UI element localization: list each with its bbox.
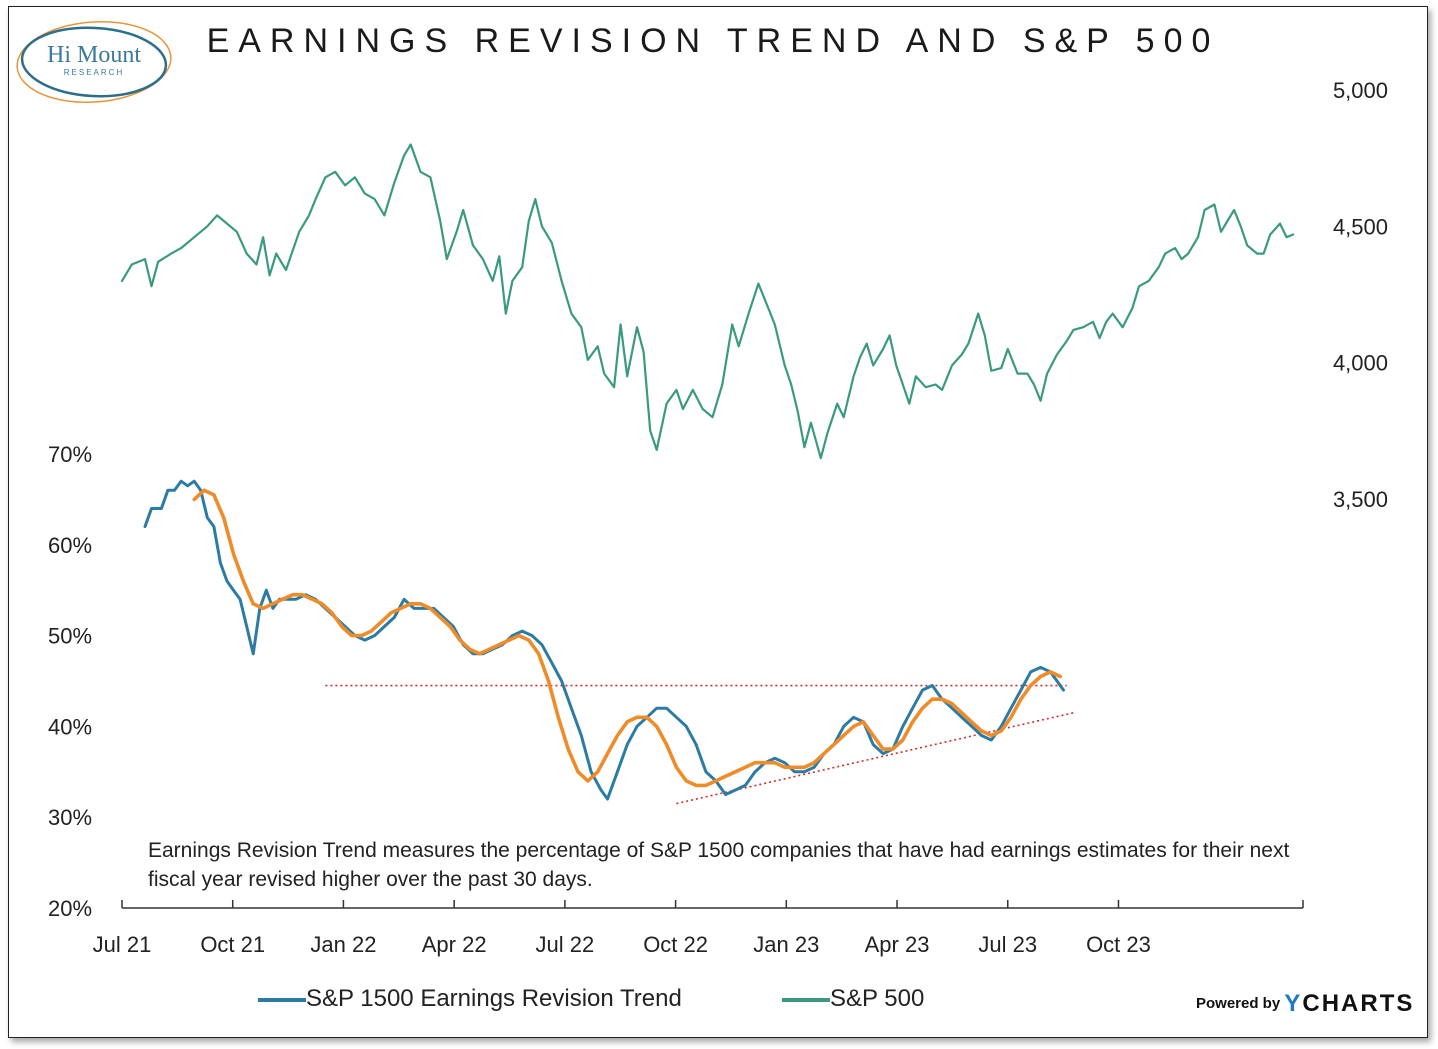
right-tick-label: 4,500 [1333,214,1388,239]
left-tick-label: 40% [48,714,92,739]
legend-item-revision: S&P 1500 Earnings Revision Trend [258,985,682,1013]
logo-main-text: Hi Mount [46,42,141,68]
legend-swatch-revision [258,997,306,1002]
left-tick-label: 70% [48,442,92,467]
ycharts-logo-y: Y [1284,990,1303,1017]
x-tick-label: Oct 23 [1086,932,1151,957]
powered-by-label: Powered by [1196,995,1281,1012]
x-tick-label: Apr 22 [422,932,487,957]
right-tick-label: 3,500 [1333,487,1388,512]
chart-frame [8,6,1428,1038]
left-tick-label: 20% [48,896,92,921]
logo-ellipse [16,20,172,104]
x-tick-label: Jan 23 [753,932,819,957]
left-tick-label: 30% [48,805,92,830]
axes [121,900,1304,909]
x-tick-label: Jul 21 [93,932,152,957]
chart-title: EARNINGS REVISION TREND AND S&P 500 [206,22,1220,60]
legend-label-sp500: S&P 500 [830,985,925,1012]
legend-label-revision: S&P 1500 Earnings Revision Trend [306,985,682,1012]
revision-average-line [192,488,1062,788]
x-tick-label: Jul 23 [978,932,1037,957]
x-tick-label: Apr 23 [865,932,930,957]
left-tick-label: 60% [48,533,92,558]
powered-by-ycharts: Powered by YCHARTS [1196,990,1414,1018]
right-tick-label: 5,000 [1333,78,1388,103]
right-tick-label: 4,000 [1333,351,1388,376]
series-lines [120,143,1295,805]
left-tick-label: 50% [48,624,92,649]
logo-sub-text: RESEARCH [63,68,125,77]
sp500-line [120,143,1295,460]
x-tick-label: Jan 22 [310,932,376,957]
tick-labels: Jul 21 Oct 21 Jan 22 Apr 22 Jul 22 Oct 22 Jan … [48,78,1388,957]
ycharts-logo-text: CHARTS [1302,990,1415,1017]
legend-swatch-sp500 [782,997,830,1002]
chart-footnote: Earnings Revision Trend measures the per… [148,839,1290,891]
legend-item-sp500: S&P 500 [782,985,924,1013]
ycharts-logo: YCHARTS [1284,990,1414,1017]
x-tick-label: Oct 21 [200,932,265,957]
hi-mount-logo: Hi Mount RESEARCH [14,14,174,110]
revision-trend-line [143,479,1065,801]
x-tick-label: Oct 22 [643,932,708,957]
x-tick-label: Jul 22 [536,932,595,957]
